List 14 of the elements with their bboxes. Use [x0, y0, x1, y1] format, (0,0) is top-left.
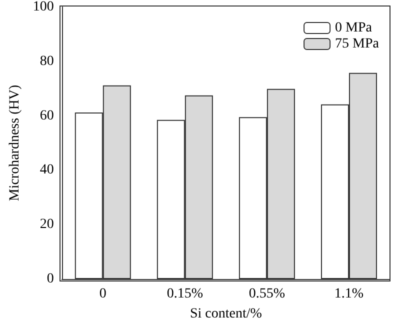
y-tick-label: 80 [40, 54, 54, 69]
y-tick-label: 100 [32, 0, 54, 14]
y-tick-label: 20 [40, 217, 54, 232]
legend-label: 0 MPa [335, 20, 373, 36]
legend-label: 75 MPa [335, 36, 380, 52]
x-axis-title: Si content/% [190, 306, 262, 322]
y-tick-label: 40 [40, 162, 54, 178]
x-tick-label: 0.15% [166, 286, 204, 302]
x-tick-label: 0.55% [248, 286, 286, 302]
y-tick-label: 60 [40, 108, 54, 124]
y-tick-label: 0 [46, 272, 54, 286]
y-axis-title: Microhardness (HV) [8, 84, 22, 202]
x-tick-label: 0 [99, 286, 106, 302]
x-tick-label: 1.1% [334, 286, 364, 302]
